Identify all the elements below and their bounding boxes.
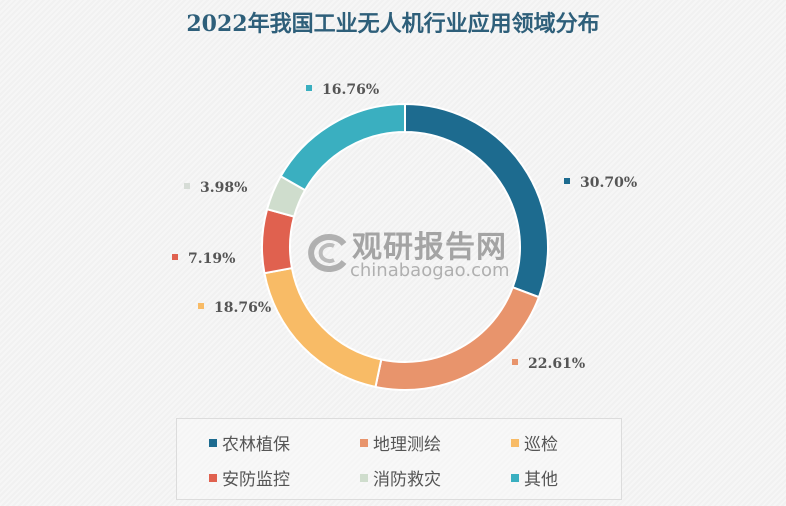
label-swatch-icon <box>564 178 570 184</box>
donut-slice-3[interactable] <box>261 207 296 275</box>
chart-title: 2022年我国工业无人机行业应用领域分布 <box>186 11 600 37</box>
label-swatch-icon <box>512 359 518 365</box>
legend-swatch-icon <box>360 439 368 447</box>
data-label-agri: 30.70% <box>564 175 637 191</box>
data-label-sec: 7.19% <box>172 251 235 267</box>
legend-item-agri[interactable]: 农林植保 <box>209 430 290 455</box>
data-label-geo: 22.61% <box>512 356 585 372</box>
legend-item-other[interactable]: 其他 <box>511 465 558 490</box>
label-swatch-icon <box>184 183 190 189</box>
label-swatch-icon <box>172 254 178 260</box>
legend-item-insp[interactable]: 巡检 <box>511 430 558 455</box>
label-swatch-icon <box>306 85 312 91</box>
legend-swatch-icon <box>360 474 368 482</box>
data-label-insp: 18.76% <box>198 300 271 316</box>
data-label-fire: 3.98% <box>184 180 247 196</box>
donut-slice-1[interactable] <box>374 286 541 391</box>
legend-swatch-icon <box>511 439 519 447</box>
donut-slice-2[interactable] <box>263 266 383 389</box>
legend-item-geo[interactable]: 地理测绘 <box>360 430 441 455</box>
legend-item-fire[interactable]: 消防救灾 <box>360 465 441 490</box>
data-label-other: 16.76% <box>306 82 379 98</box>
legend-swatch-icon <box>511 474 519 482</box>
label-swatch-icon <box>198 303 204 309</box>
donut-slice-0[interactable] <box>404 102 549 299</box>
chart-legend: 农林植保 地理测绘 巡检 安防监控 消防救灾 其他 <box>176 418 622 500</box>
donut-slice-5[interactable] <box>279 102 406 192</box>
legend-item-sec[interactable]: 安防监控 <box>209 465 290 490</box>
legend-swatch-icon <box>209 439 217 447</box>
legend-swatch-icon <box>209 474 217 482</box>
